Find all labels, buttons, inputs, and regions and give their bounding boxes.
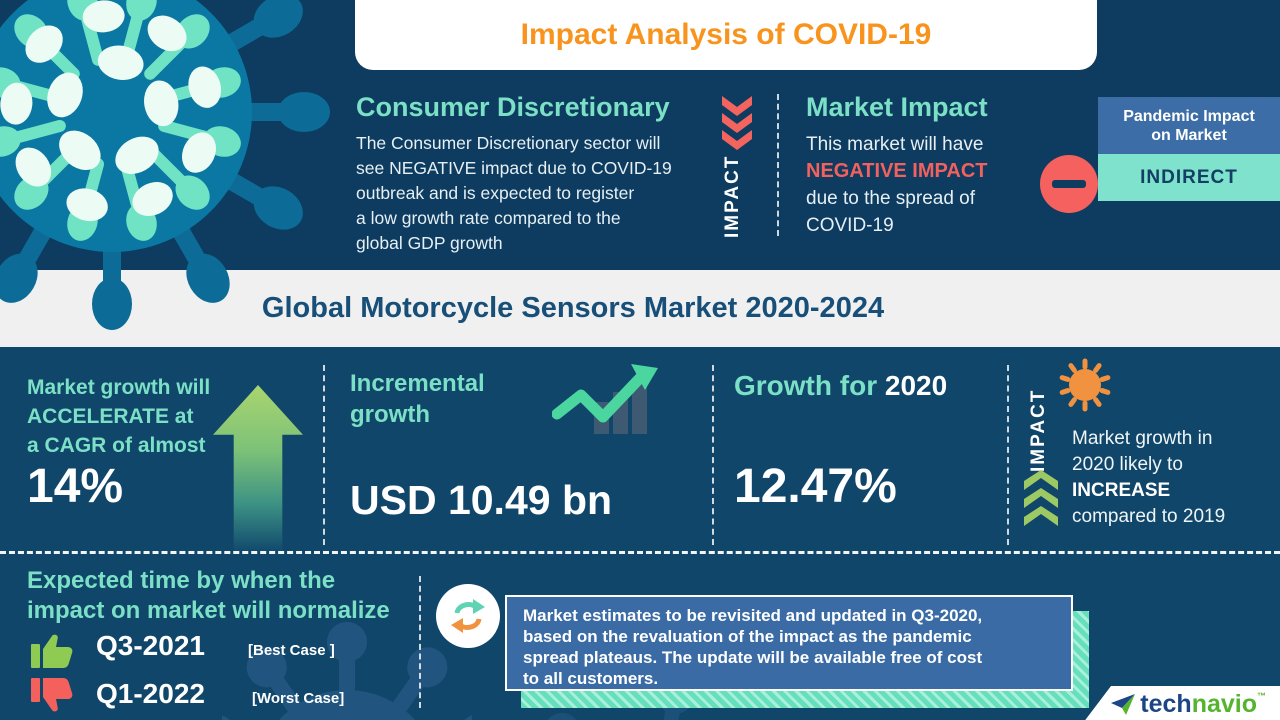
technavio-logo: technavio™ [1083,686,1280,720]
pandemic-panel-title: Pandemic Impact on Market [1098,97,1280,154]
normalize-heading-line: Expected time by when the [27,567,336,594]
best-case-label: [Best Case ] [248,642,335,659]
update-note: Market estimates to be revisited and upd… [505,595,1073,691]
consumer-body-line: see NEGATIVE impact due to COVID-19 [356,158,672,178]
stats-band: Market growth will ACCELERATE at a CAGR … [0,347,1280,551]
growth-2020-label: Growth for 2020 [734,370,947,402]
triple-chevron-down-icon [722,96,752,150]
coronavirus-illustration-icon [0,0,330,330]
growth-2020-value: 12.47% [734,460,897,513]
logo-navio: navio [1191,690,1257,718]
pandemic-impact-panel: Pandemic Impact on Market INDIRECT [1098,97,1280,201]
consumer-discretionary-body: The Consumer Discretionary sector will s… [356,131,672,256]
up-arrow-icon [213,385,303,551]
best-case-value: Q3-2021 [96,630,205,661]
technavio-arrow-icon [1111,693,1136,715]
pandemic-panel-title-line: on Market [1151,127,1227,144]
impact-2020-line: Market growth in [1072,428,1213,449]
negative-impact-highlight: NEGATIVE IMPACT [806,160,988,182]
market-impact-line: COVID-19 [806,215,894,236]
vertical-divider [323,365,325,545]
cagr-heading-line: Market growth will [27,376,211,399]
impact-vertical-label: IMPACT [722,154,743,238]
normalize-section: Expected time by when the impact on mark… [0,551,1280,720]
logo-trademark: ™ [1257,691,1266,701]
vertical-divider [1007,365,1009,545]
pandemic-panel-title-line: Pandemic Impact [1123,108,1255,125]
note-line: based on the revaluation of the impact a… [523,627,972,646]
consumer-body-line: a low growth rate compared to the [356,208,621,228]
vertical-divider [712,365,714,545]
negative-minus-icon [1040,155,1098,213]
triple-chevron-up-icon [1024,470,1058,526]
vertical-divider [777,94,779,236]
refresh-badge [436,584,500,648]
technavio-wordmark: technavio™ [1140,692,1266,717]
banner: Impact Analysis of COVID-19 [355,0,1097,70]
incremental-heading-line: Incremental [350,370,485,397]
incremental-growth-value: USD 10.49 bn [350,477,613,523]
impact-2020-line: compared to 2019 [1072,506,1226,527]
cagr-heading-line: ACCELERATE at [27,405,194,428]
growth-2020-year: 2020 [884,370,948,401]
worst-case-value: Q1-2022 [96,678,205,709]
normalize-heading: Expected time by when the impact on mark… [27,566,390,626]
impact-2020-text: Market growth in 2020 likely to INCREASE… [1072,426,1225,530]
impact-2020-line: 2020 likely to [1072,454,1183,475]
increase-emphasis: INCREASE [1072,480,1171,501]
incremental-growth-heading: Incremental growth [350,368,485,430]
virus-silhouette-icon [222,622,472,720]
cagr-value: 14% [27,460,124,513]
vertical-divider [419,576,421,708]
consumer-body-line: global GDP growth [356,233,503,253]
cagr-heading: Market growth will ACCELERATE at a CAGR … [27,373,210,460]
covid-impact-section: Impact Analysis of COVID-19 Consumer Dis… [0,0,1280,330]
growth-2020-prefix: Growth for [734,370,878,401]
incremental-heading-line: growth [350,401,430,428]
note-line: to all customers. [523,669,659,688]
thumbs-up-icon [31,634,73,668]
banner-title: Impact Analysis of COVID-19 [520,18,932,51]
trend-chart-icon [552,364,658,434]
consumer-body-line: The Consumer Discretionary sector will [356,133,661,153]
cagr-heading-line: a CAGR of almost [27,434,206,457]
logo-tech: tech [1140,690,1192,718]
market-impact-body: This market will have NEGATIVE IMPACT du… [806,131,987,239]
consumer-body-line: outbreak and is expected to register [356,183,635,203]
note-line: Market estimates to be revisited and upd… [523,606,983,625]
refresh-arrows-icon [451,599,485,633]
impact-vertical-label: IMPACT [1028,388,1049,472]
minus-bar [1052,180,1086,188]
virus-sun-icon [1059,358,1111,412]
market-impact-line: This market will have [806,134,984,155]
market-title: Global Motorcycle Sensors Market 2020-20… [261,292,885,324]
worst-case-label: [Worst Case] [252,690,345,707]
normalize-heading-line: impact on market will normalize [27,597,390,624]
consumer-discretionary-heading: Consumer Discretionary [356,92,670,122]
note-line: spread plateaus. The update will be avai… [523,648,983,667]
thumbs-down-icon [31,678,73,712]
indirect-badge: INDIRECT [1098,154,1280,201]
market-impact-heading: Market Impact [806,92,988,122]
market-impact-line: due to the spread of [806,188,976,209]
